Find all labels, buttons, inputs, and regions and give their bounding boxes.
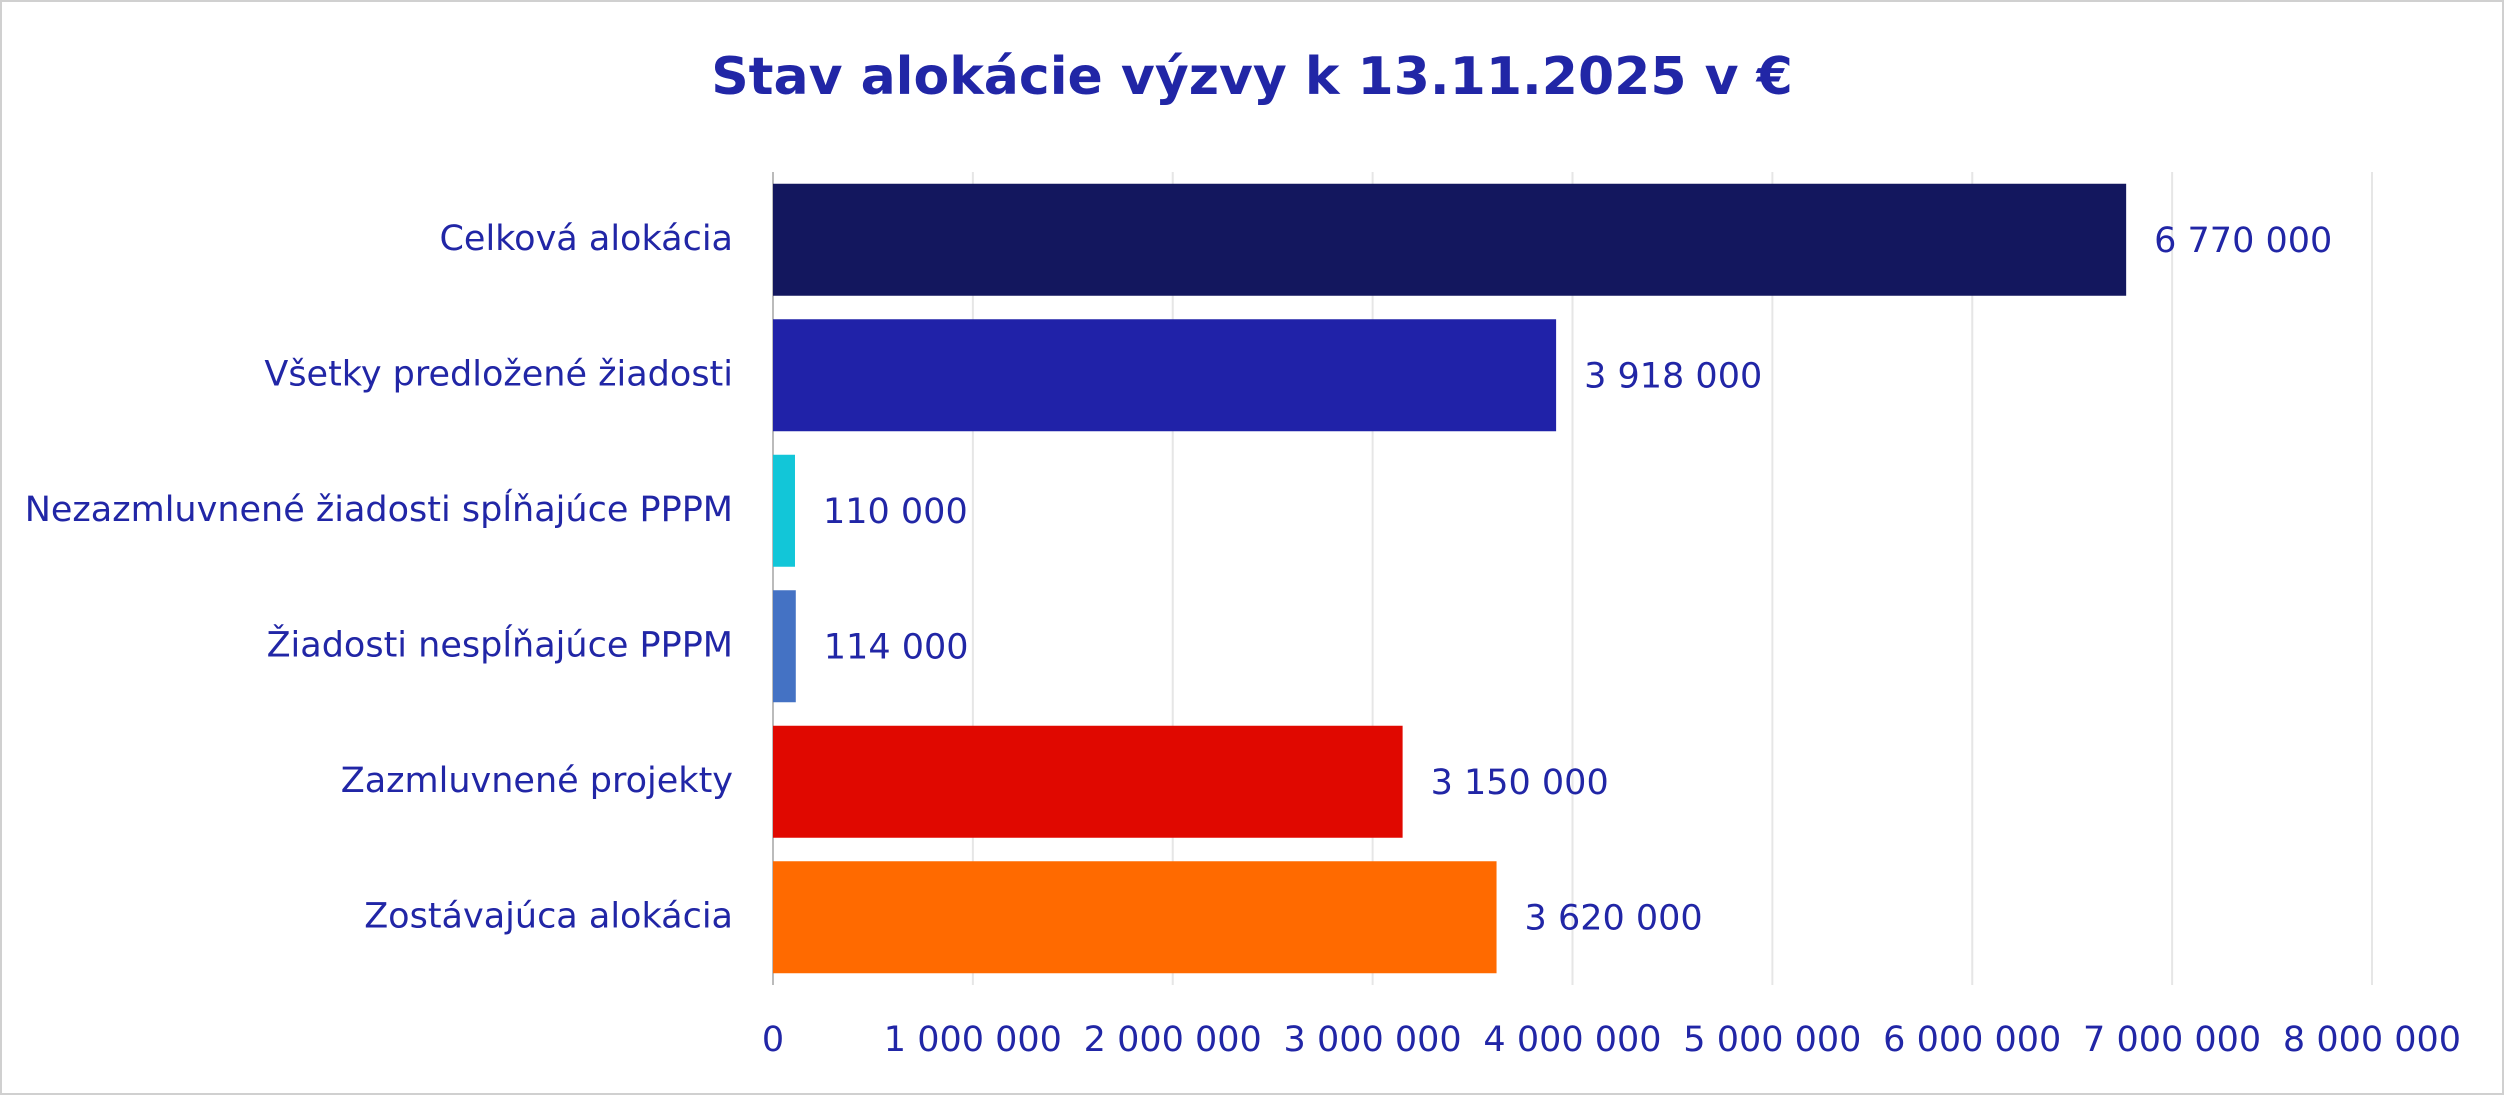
value-label: 114 000 bbox=[824, 627, 969, 667]
chart-title: Stav alokácie výzvy k 13.11.2025 v € bbox=[711, 47, 1793, 107]
x-tick-label: 0 bbox=[762, 1020, 784, 1060]
value-label: 6 770 000 bbox=[2154, 221, 2332, 261]
y-tick-label: Nezazmluvnené žiadosti spĺňajúce PPPM bbox=[25, 488, 733, 530]
x-tick-label: 1 000 000 bbox=[884, 1020, 1062, 1060]
x-tick-label: 4 000 000 bbox=[1483, 1020, 1661, 1060]
bar bbox=[773, 183, 2127, 296]
bar bbox=[773, 725, 1403, 838]
value-label: 110 000 bbox=[823, 492, 968, 532]
value-label: 3 150 000 bbox=[1431, 763, 1609, 803]
x-tick-label: 6 000 000 bbox=[1883, 1020, 2061, 1060]
x-tick-label: 5 000 000 bbox=[1683, 1020, 1861, 1060]
y-tick-label: Všetky predložené žiadosti bbox=[264, 354, 733, 394]
y-tick-label: Celková alokácia bbox=[439, 219, 733, 259]
bar bbox=[773, 319, 1557, 432]
y-tick-label: Žiadosti nespĺňajúce PPPM bbox=[267, 623, 733, 665]
value-label: 3 918 000 bbox=[1584, 356, 1762, 396]
x-tick-label: 7 000 000 bbox=[2083, 1020, 2261, 1060]
y-tick-label: Zazmluvnené projekty bbox=[341, 761, 733, 801]
bar bbox=[773, 861, 1497, 974]
y-tick-label: Zostávajúca alokácia bbox=[364, 896, 733, 936]
bar bbox=[773, 590, 796, 703]
x-tick-label: 8 000 000 bbox=[2283, 1020, 2461, 1060]
x-tick-label: 2 000 000 bbox=[1084, 1020, 1262, 1060]
value-label: 3 620 000 bbox=[1525, 898, 1703, 938]
x-tick-label: 3 000 000 bbox=[1284, 1020, 1462, 1060]
bar bbox=[773, 454, 795, 567]
